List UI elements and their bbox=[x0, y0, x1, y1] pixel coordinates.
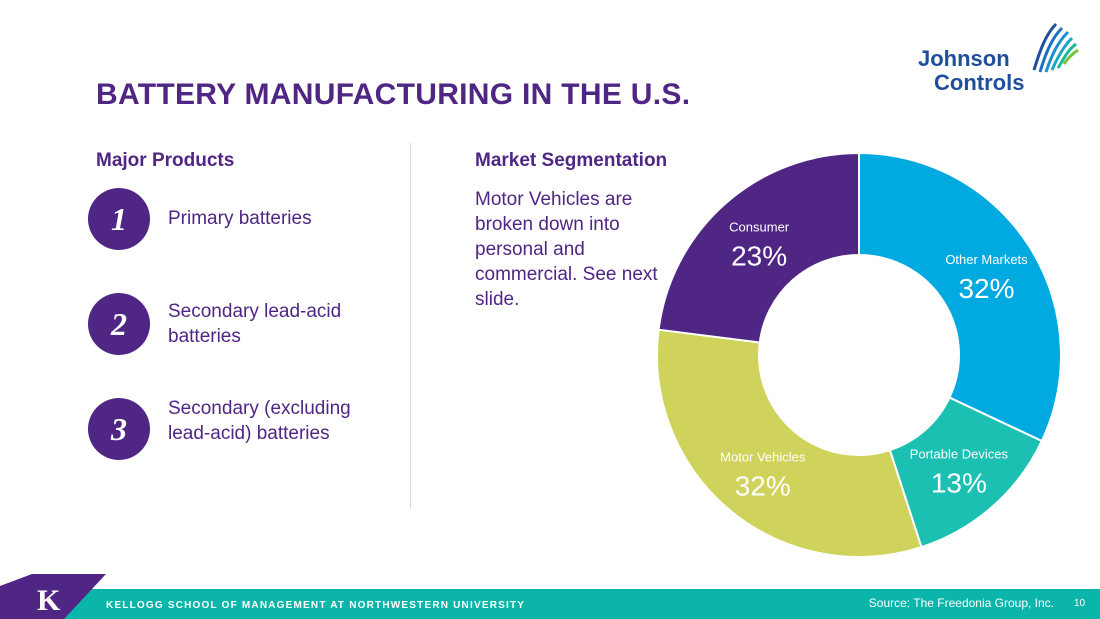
slice-value-other-markets: 32% bbox=[958, 273, 1014, 304]
page-number: 10 bbox=[1074, 598, 1086, 609]
school-name: KELLOGG SCHOOL OF MANAGEMENT AT NORTHWES… bbox=[106, 600, 526, 611]
slice-consumer bbox=[657, 151, 860, 344]
slice-label-motor-vehicles: Motor Vehicles bbox=[720, 449, 806, 464]
slice-label-consumer: Consumer bbox=[729, 220, 790, 235]
footer-bar bbox=[0, 589, 1100, 619]
logo-line2: Controls bbox=[934, 70, 1025, 95]
source-note: Source: The Freedonia Group, Inc. bbox=[868, 596, 1054, 610]
market-note: Motor Vehicles are broken down into pers… bbox=[475, 189, 658, 310]
logo-line1: Johnson bbox=[918, 46, 1010, 71]
market-segmentation-donut-chart: Other Markets 32% Portable Devices 13% Motor… bbox=[656, 151, 1062, 558]
number-badge-1: 1 bbox=[88, 188, 150, 250]
slice-motor-vehicles bbox=[656, 328, 923, 558]
number-badge-3: 3 bbox=[88, 398, 150, 460]
column-divider bbox=[410, 143, 411, 508]
kellogg-k-badge: K bbox=[0, 574, 106, 619]
logo-swirl-icon bbox=[1032, 22, 1079, 73]
product-label-1: Primary batteries bbox=[168, 208, 312, 229]
slice-value-motor-vehicles: 32% bbox=[735, 470, 791, 501]
slice-other-markets bbox=[858, 151, 1062, 443]
product-label-3: Secondary (excluding lead-acid) batterie… bbox=[168, 398, 351, 444]
slice-label-other-markets: Other Markets bbox=[945, 252, 1028, 267]
major-products-heading: Major Products bbox=[96, 150, 235, 171]
slice-value-consumer: 23% bbox=[731, 241, 787, 272]
badge-letter: K bbox=[37, 584, 61, 617]
johnson-controls-logo: Johnson Controls bbox=[916, 20, 1086, 100]
product-label-2: Secondary lead-acid batteries bbox=[168, 301, 342, 347]
slice-label-portable-devices: Portable Devices bbox=[910, 446, 1009, 461]
market-segmentation-heading: Market Segmentation bbox=[475, 150, 668, 171]
slice-value-portable-devices: 13% bbox=[931, 467, 987, 498]
slide-title: BATTERY MANUFACTURING IN THE U.S. bbox=[96, 78, 691, 111]
number-badge-2: 2 bbox=[88, 293, 150, 355]
